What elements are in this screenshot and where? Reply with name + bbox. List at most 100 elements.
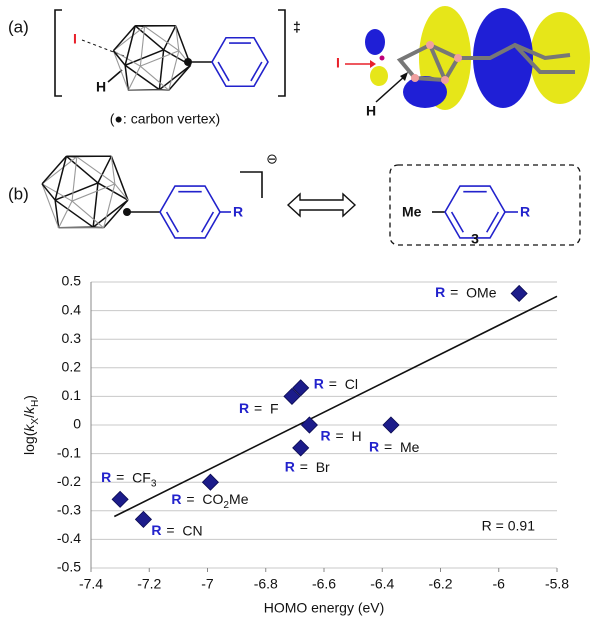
orbital-image [365,6,590,110]
resonance-arrow [288,194,355,216]
x-tick-label: -6.4 [370,576,394,592]
benzene-ring [160,186,220,238]
ring-double-bond [218,62,229,81]
y-tick-label: 0.2 [62,359,82,375]
point-label: Me [400,439,420,455]
x-tick-label: -6.2 [428,576,452,592]
y-tick-label: -0.4 [57,530,81,546]
y-tick-label: 0.3 [62,330,82,346]
point-label-symbol: R [435,284,445,300]
ring-outline [212,38,268,86]
cage-edge [42,157,77,184]
point-label-separator: = [116,469,124,485]
x-tick-label: -7.2 [137,576,161,592]
data-point [511,285,527,301]
atom-label: H [96,79,106,95]
arrow-head [370,60,376,68]
substituent: Me [402,204,422,220]
data-point [301,417,317,433]
cage-edge [113,26,144,50]
point-label: CO2Me [202,491,248,511]
trend-line [114,296,557,516]
bracket [278,10,285,96]
substituent: R [233,204,243,220]
cage-edge [125,50,164,65]
point-label-separator: = [300,459,308,475]
point-label-separator: = [166,522,174,538]
point-label-symbol: R [171,491,181,507]
x-tick-label: -5.8 [545,576,569,592]
atom-label: H [366,103,376,119]
cage-edge [115,184,128,200]
data-point [135,511,151,527]
benzene-ring [212,38,268,86]
point-label-separator: = [329,376,337,392]
data-point [112,491,128,507]
ring-double-bond [452,212,464,232]
y-axis-title: log(kX/kH) [21,395,41,455]
y-tick-label: 0.4 [62,301,82,317]
point-label: F [270,400,279,416]
ring-double-bond [202,212,214,232]
cage-edge [42,184,55,200]
point-label-symbol: R [369,439,379,455]
x-tick-label: -6 [493,576,506,592]
point-label-symbol: R [320,428,330,444]
cage-edge [72,184,115,201]
cage-edge [128,66,140,90]
point-label-separator: = [186,491,194,507]
cage-edge [140,51,179,66]
y-tick-label: -0.2 [57,473,81,489]
cage-edge [59,201,72,228]
atom-label: I [336,55,340,71]
y-tick-label: -0.3 [57,502,81,518]
data-point [202,474,218,490]
carborane-cage [113,26,190,90]
ts-symbol: ‡ [293,19,301,35]
x-tick-label: -6.8 [254,576,278,592]
point-label-symbol: R [239,400,249,416]
cage-edge [55,183,98,200]
bracket [55,10,62,96]
point-label-separator: = [450,284,458,300]
point-label: Cl [345,376,358,392]
ring-outline [160,186,220,238]
panel-label: (b) [8,184,29,203]
x-tick-label: -6.6 [312,576,336,592]
y-tick-label: 0.1 [62,387,82,403]
point-label: CF3 [132,469,157,489]
data-point [383,417,399,433]
bond [108,70,122,82]
point-label-separator: = [254,400,262,416]
bracket [240,172,262,198]
annotation: R = 0.91 [482,518,536,534]
x-axis-title: HOMO energy (eV) [264,600,385,616]
cage-edge [98,156,111,183]
point-label-separator: = [335,428,343,444]
compound-number: 3 [471,231,479,247]
caption: (●: carbon vertex) [110,111,220,127]
y-tick-label: -0.5 [57,559,81,575]
cage-edge [164,26,176,50]
point-label-symbol: R [314,376,324,392]
point-label: Br [316,459,330,475]
panel-label: (a) [8,17,29,36]
scatter-chart: -0.5-0.4-0.3-0.2-0.100.10.20.30.40.5-7.4… [21,273,570,616]
y-tick-label: 0 [73,416,81,432]
ring-double-bond [487,212,499,232]
point-label: H [351,428,361,444]
point-label-symbol: R [101,469,111,485]
point-label: CN [182,522,202,538]
y-tick-label: 0.5 [62,273,82,289]
point-label: OMe [466,284,497,300]
ring-double-bond [251,62,262,81]
point-label-separator: = [384,439,392,455]
ring-double-bond [167,212,179,232]
x-tick-label: -7.4 [79,576,103,592]
carborane-cage [42,156,128,228]
figure: (a) I H ‡ (●: carbon vertex) I H (b) R ⊖… [0,0,592,623]
cage-edge [113,51,125,66]
charge: ⊖ [266,151,278,167]
x-tick-label: -7 [201,576,214,592]
point-label-symbol: R [285,459,295,475]
